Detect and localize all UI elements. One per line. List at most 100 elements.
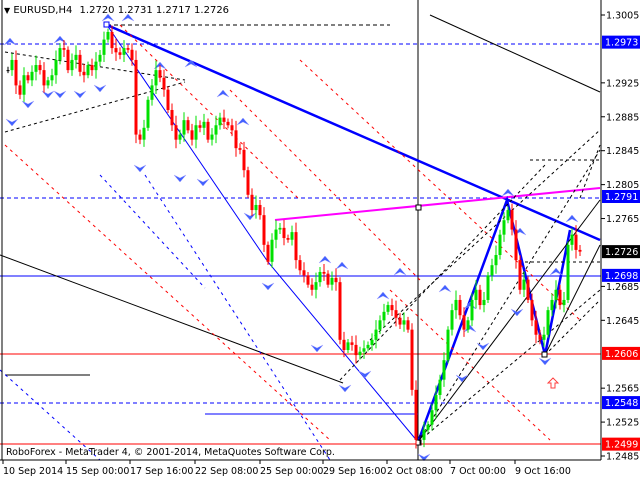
candle (226, 118, 230, 129)
candle-body (574, 234, 578, 250)
candle (78, 49, 82, 77)
price-level-value: 1.2791 (605, 192, 638, 203)
channel-lower[interactable] (4, 81, 186, 133)
candle (222, 109, 226, 130)
candle (538, 329, 542, 345)
candle (354, 335, 358, 364)
candle-body (274, 229, 278, 240)
candle (70, 53, 74, 76)
candle (414, 380, 418, 449)
candle (294, 222, 298, 269)
candle (74, 45, 78, 69)
candle-body (406, 320, 410, 330)
price-axis: 1.3005 1.2925 1.2885 1.2845 1.2805 1.2765 1.26… (601, 11, 639, 463)
candle-body (86, 65, 90, 76)
candle-body (42, 70, 46, 86)
candle-body (426, 424, 430, 430)
fractal-up-icon (3, 37, 17, 46)
fractal-up-icon (121, 13, 135, 22)
anchor-point[interactable] (541, 351, 548, 358)
candle (386, 301, 390, 315)
candle-body (482, 299, 486, 306)
candle-body (390, 305, 394, 311)
candle-body (22, 75, 26, 95)
candle (314, 272, 318, 299)
blue-dashed-channel (0, 174, 331, 461)
candle (542, 326, 546, 347)
anchor-point[interactable] (415, 204, 422, 211)
candle (554, 280, 558, 309)
candle (282, 219, 286, 246)
candle (518, 255, 522, 295)
candle (174, 115, 178, 149)
candle-body (466, 320, 470, 330)
candle (418, 434, 422, 445)
candle (126, 44, 130, 53)
candle-body (66, 49, 70, 71)
triangle-down-icon[interactable]: ▼ (4, 6, 11, 15)
price-level-box (602, 346, 640, 360)
candle (94, 52, 98, 79)
fan-solid (417, 199, 601, 443)
candle-body (314, 282, 318, 290)
fractal-down-icon (338, 384, 352, 393)
candle (470, 293, 474, 327)
candle-body (310, 284, 314, 290)
candle-body (538, 334, 542, 340)
candle-body (234, 130, 238, 149)
candle-body (454, 299, 458, 311)
candle-body (550, 299, 554, 311)
candle (466, 316, 470, 333)
candle (458, 295, 462, 320)
fan-solid-2 (544, 244, 601, 356)
fractal-up-icon (184, 59, 198, 68)
candle (446, 326, 450, 364)
trendline-black-left[interactable] (0, 254, 344, 384)
candle (238, 143, 242, 155)
trendline-blue-thick[interactable] (106, 23, 601, 242)
fractal-down-icon (417, 453, 431, 462)
anchor-point[interactable] (103, 21, 110, 28)
candle-body (190, 130, 194, 140)
candle-body (510, 210, 514, 230)
price-tick-label: 1.2565 (606, 384, 639, 395)
candle (422, 421, 426, 448)
candle-body (558, 289, 562, 306)
price-level-label: 1.2791 (602, 189, 640, 203)
candle-body (250, 194, 254, 211)
trendline-black-top[interactable] (429, 14, 601, 93)
candle-body (486, 275, 490, 300)
candle-body (306, 275, 310, 285)
candle-body (54, 59, 58, 76)
candle-body (230, 125, 234, 131)
candle-body (118, 52, 122, 55)
candle (158, 65, 162, 83)
candle-body (130, 49, 134, 60)
date-tick-label: 22 Sep 08:00 (195, 466, 258, 477)
candle (270, 233, 274, 268)
candle-body (142, 127, 146, 140)
candle (38, 60, 42, 75)
fractal-up-icon (463, 324, 477, 333)
symbol-timeframe: EURUSD,H4 (13, 5, 73, 16)
candle (154, 60, 158, 94)
price-level-value: 1.2548 (605, 398, 638, 409)
candle-body (514, 229, 518, 261)
candle-body (278, 227, 282, 230)
trendline-magenta[interactable] (274, 187, 601, 221)
candle-body (478, 289, 482, 306)
candle (102, 31, 106, 63)
candle-body (334, 277, 338, 283)
candle (114, 38, 118, 61)
candle-body (338, 282, 342, 340)
candle (6, 66, 10, 74)
candle (298, 255, 302, 275)
candle (478, 284, 482, 310)
candle (378, 315, 382, 335)
candle (230, 118, 234, 137)
candle-body (246, 170, 250, 195)
candle-body (270, 239, 274, 262)
candle (454, 290, 458, 319)
candle-body (450, 310, 454, 330)
